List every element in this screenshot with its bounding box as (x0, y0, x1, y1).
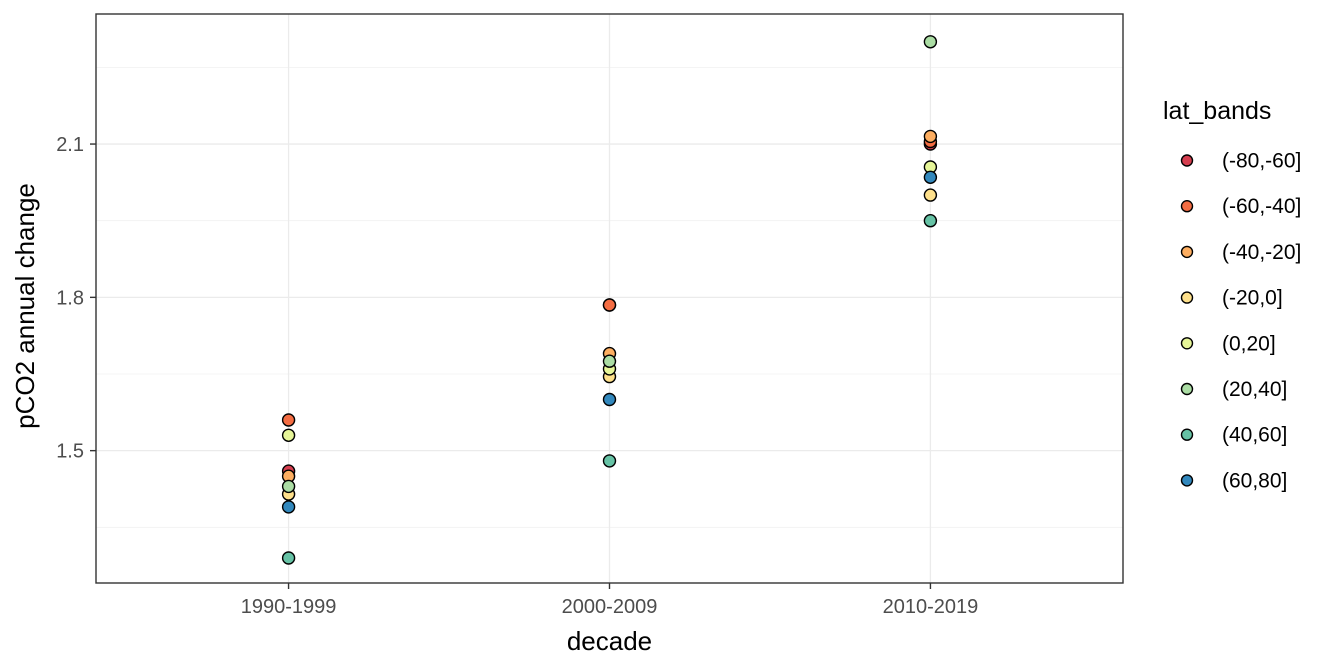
legend-item-label: (-80,-60] (1222, 150, 1301, 173)
data-point (923, 188, 938, 202)
legend-key-dot (1180, 428, 1194, 441)
x-axis-title: decade (567, 626, 652, 656)
data-point (923, 213, 938, 228)
y-axis-title: pCO2 annual change (10, 183, 40, 429)
data-point (281, 500, 296, 514)
x-tick-label: 2000-2009 (562, 596, 658, 618)
legend-item-label: (0,20] (1222, 332, 1276, 355)
legend-item-label: (20,40] (1222, 378, 1287, 401)
legend-key-dot (1180, 474, 1194, 487)
x-tick-label: 1990-1999 (241, 596, 337, 618)
data-point (602, 298, 617, 312)
legend-title: lat_bands (1163, 97, 1271, 125)
y-tick-label: 1.8 (56, 287, 84, 309)
data-point (923, 35, 938, 49)
legend-item-label: (60,80] (1222, 469, 1287, 492)
legend-key-dot (1180, 337, 1194, 350)
data-point (281, 551, 296, 565)
data-point (602, 454, 617, 468)
legend-key-dot (1180, 154, 1194, 167)
legend-item-label: (-40,-20] (1222, 241, 1301, 264)
data-point (923, 170, 938, 185)
legend-key-dot (1180, 291, 1194, 304)
legend-item-label: (40,60] (1222, 424, 1287, 447)
data-point (281, 413, 296, 427)
data-point (281, 428, 296, 442)
legend-key-dot (1180, 199, 1194, 213)
legend-key-dot (1180, 382, 1194, 396)
data-point (281, 479, 296, 494)
legend-key-dot (1180, 245, 1194, 259)
data-point (923, 129, 938, 144)
data-point (602, 354, 617, 368)
y-tick-label: 1.5 (56, 441, 84, 463)
legend-item-label: (-20,0] (1222, 287, 1283, 310)
x-tick-label: 2010-2019 (883, 596, 979, 618)
legend-item-label: (-60,-40] (1222, 195, 1301, 218)
y-tick-label: 2.1 (56, 134, 84, 156)
data-point (602, 392, 617, 407)
